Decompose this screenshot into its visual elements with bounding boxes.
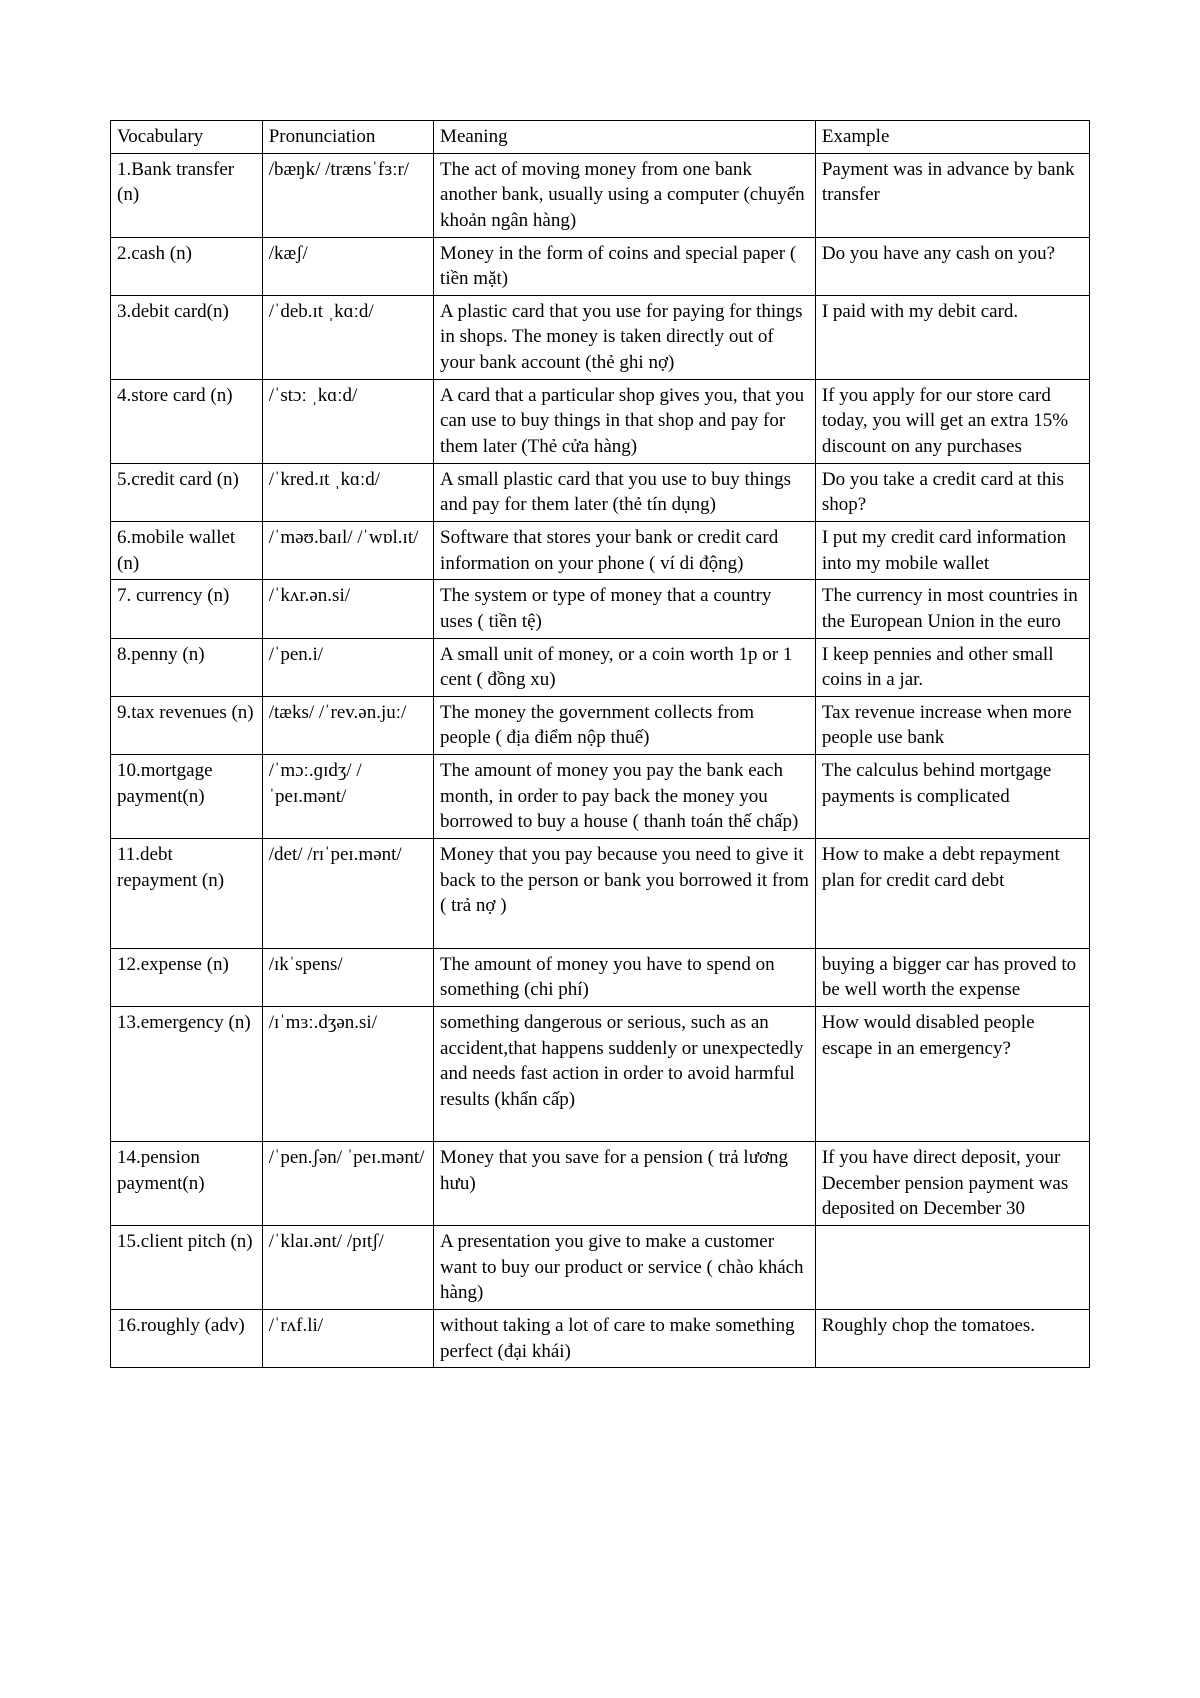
cell-meaning: A plastic card that you use for paying f… — [434, 295, 816, 379]
cell-example: Do you have any cash on you? — [815, 237, 1089, 295]
cell-vocab: 7. currency (n) — [111, 580, 263, 638]
cell-meaning: A presentation you give to make a custom… — [434, 1225, 816, 1309]
cell-example: Tax revenue increase when more people us… — [815, 696, 1089, 754]
cell-pron: /ˈklaɪ.ənt/ /pɪtʃ/ — [262, 1225, 433, 1309]
cell-meaning: The system or type of money that a count… — [434, 580, 816, 638]
cell-vocab: 6.mobile wallet (n) — [111, 521, 263, 579]
cell-example: buying a bigger car has proved to be wel… — [815, 948, 1089, 1006]
cell-pron: /bæŋk/ /trænsˈfɜːr/ — [262, 153, 433, 237]
table-row: 13.emergency (n)/ɪˈmɜː.dʒən.si/something… — [111, 1006, 1090, 1141]
cell-example: The currency in most countries in the Eu… — [815, 580, 1089, 638]
cell-pron: /ˈməʊ.baɪl/ /ˈwɒl.ɪt/ — [262, 521, 433, 579]
cell-vocab: 14.pension payment(n) — [111, 1142, 263, 1226]
cell-pron: /det/ /rɪˈpeɪ.mənt/ — [262, 839, 433, 949]
table-row: 6.mobile wallet (n)/ˈməʊ.baɪl/ /ˈwɒl.ɪt/… — [111, 521, 1090, 579]
cell-vocab: 16.roughly (adv) — [111, 1309, 263, 1367]
cell-vocab: 15.client pitch (n) — [111, 1225, 263, 1309]
table-row: 5.credit card (n)/ˈkred.ɪt ˌkɑːd/A small… — [111, 463, 1090, 521]
cell-vocab: 4.store card (n) — [111, 379, 263, 463]
cell-pron: /ˈstɔː ˌkɑːd/ — [262, 379, 433, 463]
cell-meaning: something dangerous or serious, such as … — [434, 1006, 816, 1141]
cell-example: I keep pennies and other small coins in … — [815, 638, 1089, 696]
cell-example: Do you take a credit card at this shop? — [815, 463, 1089, 521]
cell-pron: /ˈmɔː.ɡɪdʒ/ /ˈpeɪ.mənt/ — [262, 755, 433, 839]
table-row: 15.client pitch (n)/ˈklaɪ.ənt/ /pɪtʃ/A p… — [111, 1225, 1090, 1309]
cell-example: Roughly chop the tomatoes. — [815, 1309, 1089, 1367]
cell-example: Payment was in advance by bank transfer — [815, 153, 1089, 237]
table-row: 3.debit card(n)/ˈdeb.ɪt ˌkɑːd/ A plastic… — [111, 295, 1090, 379]
table-header-row: Vocabulary Pronunciation Meaning Example — [111, 121, 1090, 154]
table-row: 8.penny (n)/ˈpen.i/A small unit of money… — [111, 638, 1090, 696]
cell-pron: /kæʃ/ — [262, 237, 433, 295]
cell-meaning: without taking a lot of care to make som… — [434, 1309, 816, 1367]
cell-meaning: Money in the form of coins and special p… — [434, 237, 816, 295]
cell-pron: /ˈpen.i/ — [262, 638, 433, 696]
cell-vocab: 5.credit card (n) — [111, 463, 263, 521]
col-header-vocabulary: Vocabulary — [111, 121, 263, 154]
table-row: 9.tax revenues (n)/tæks/ /ˈrev.ən.juː/Th… — [111, 696, 1090, 754]
cell-example: I paid with my debit card. — [815, 295, 1089, 379]
table-row: 4.store card (n)/ˈstɔː ˌkɑːd/A card that… — [111, 379, 1090, 463]
cell-meaning: A card that a particular shop gives you,… — [434, 379, 816, 463]
cell-meaning: Money that you save for a pension ( trả … — [434, 1142, 816, 1226]
cell-meaning: Software that stores your bank or credit… — [434, 521, 816, 579]
table-row: 14.pension payment(n)/ˈpen.ʃən/ ˈpeɪ.mən… — [111, 1142, 1090, 1226]
cell-vocab: 1.Bank transfer (n) — [111, 153, 263, 237]
vocabulary-table: Vocabulary Pronunciation Meaning Example… — [110, 120, 1090, 1368]
table-row: 10.mortgage payment(n)/ˈmɔː.ɡɪdʒ/ /ˈpeɪ.… — [111, 755, 1090, 839]
cell-vocab: 8.penny (n) — [111, 638, 263, 696]
cell-example: How would disabled people escape in an e… — [815, 1006, 1089, 1141]
cell-example: How to make a debt repayment plan for cr… — [815, 839, 1089, 949]
cell-example: The calculus behind mortgage payments is… — [815, 755, 1089, 839]
table-row: 7. currency (n)/ˈkʌr.ən.si/The system or… — [111, 580, 1090, 638]
cell-vocab: 11.debt repayment (n) — [111, 839, 263, 949]
table-row: 1.Bank transfer (n)/bæŋk/ /trænsˈfɜːr/Th… — [111, 153, 1090, 237]
cell-meaning: The amount of money you pay the bank eac… — [434, 755, 816, 839]
cell-vocab: 2.cash (n) — [111, 237, 263, 295]
cell-pron: /ˈrʌf.li/ — [262, 1309, 433, 1367]
cell-meaning: A small plastic card that you use to buy… — [434, 463, 816, 521]
table-row: 16.roughly (adv)/ˈrʌf.li/without taking … — [111, 1309, 1090, 1367]
cell-example: I put my credit card information into my… — [815, 521, 1089, 579]
col-header-meaning: Meaning — [434, 121, 816, 154]
cell-pron: /ˈkʌr.ən.si/ — [262, 580, 433, 638]
cell-meaning: A small unit of money, or a coin worth 1… — [434, 638, 816, 696]
cell-pron: /ˈkred.ɪt ˌkɑːd/ — [262, 463, 433, 521]
table-row: 11.debt repayment (n)/det/ /rɪˈpeɪ.mənt/… — [111, 839, 1090, 949]
col-header-pronunciation: Pronunciation — [262, 121, 433, 154]
cell-meaning: The money the government collects from p… — [434, 696, 816, 754]
cell-vocab: 12.expense (n) — [111, 948, 263, 1006]
cell-vocab: 9.tax revenues (n) — [111, 696, 263, 754]
cell-pron: /tæks/ /ˈrev.ən.juː/ — [262, 696, 433, 754]
cell-vocab: 3.debit card(n) — [111, 295, 263, 379]
cell-pron: /ˈpen.ʃən/ ˈpeɪ.mənt/ — [262, 1142, 433, 1226]
table-row: 2.cash (n)/kæʃ/Money in the form of coin… — [111, 237, 1090, 295]
cell-example: If you apply for our store card today, y… — [815, 379, 1089, 463]
cell-vocab: 10.mortgage payment(n) — [111, 755, 263, 839]
cell-vocab: 13.emergency (n) — [111, 1006, 263, 1141]
cell-example — [815, 1225, 1089, 1309]
cell-pron: /ɪˈmɜː.dʒən.si/ — [262, 1006, 433, 1141]
cell-meaning: Money that you pay because you need to g… — [434, 839, 816, 949]
cell-pron: /ɪkˈspens/ — [262, 948, 433, 1006]
cell-pron: /ˈdeb.ɪt ˌkɑːd/ — [262, 295, 433, 379]
cell-meaning: The act of moving money from one bank an… — [434, 153, 816, 237]
col-header-example: Example — [815, 121, 1089, 154]
cell-example: If you have direct deposit, your Decembe… — [815, 1142, 1089, 1226]
cell-meaning: The amount of money you have to spend on… — [434, 948, 816, 1006]
table-row: 12.expense (n)/ɪkˈspens/The amount of mo… — [111, 948, 1090, 1006]
